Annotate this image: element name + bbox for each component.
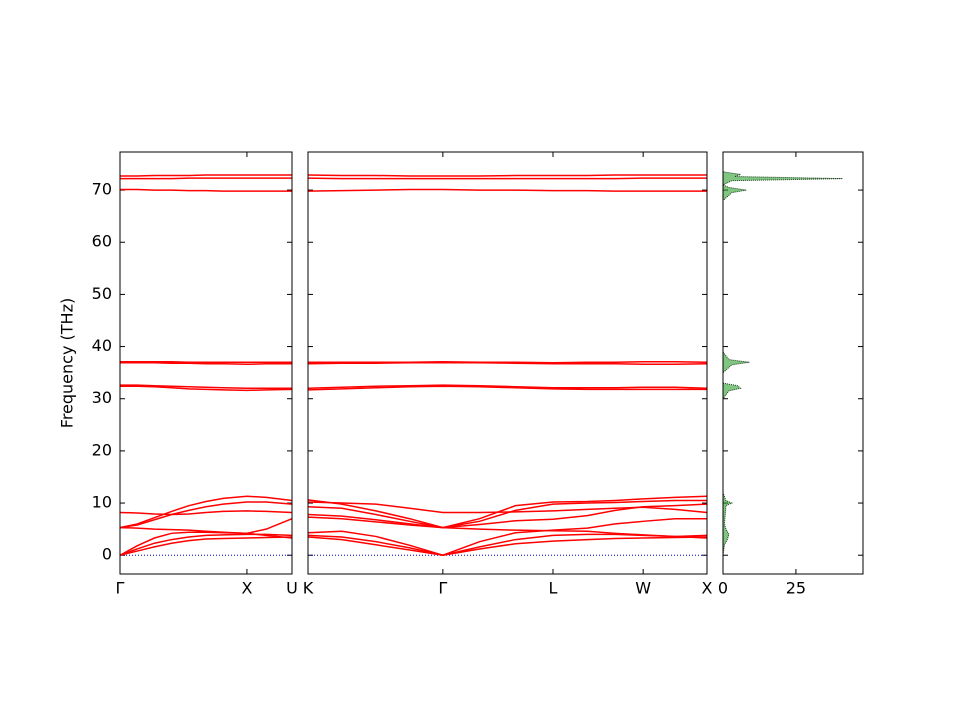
band-line bbox=[119, 526, 293, 539]
band-line bbox=[119, 536, 293, 556]
band-line bbox=[307, 177, 707, 180]
band-line bbox=[120, 360, 292, 363]
x-tick-label: X bbox=[241, 579, 252, 598]
band-line bbox=[307, 536, 708, 556]
y-tick-label: 70 bbox=[92, 180, 112, 199]
band-line bbox=[307, 174, 707, 177]
band-line bbox=[307, 501, 708, 514]
band-line bbox=[120, 384, 292, 390]
x-tick-label: L bbox=[549, 579, 558, 598]
x-tick-label: Γ bbox=[438, 579, 447, 598]
band-line bbox=[119, 518, 293, 556]
y-tick-label: 50 bbox=[92, 284, 112, 303]
x-tick-label: 0 bbox=[718, 579, 728, 598]
band-line bbox=[119, 510, 293, 516]
band-line bbox=[307, 384, 708, 390]
band-line bbox=[307, 188, 707, 192]
band-line bbox=[120, 188, 292, 192]
band-line bbox=[307, 495, 708, 529]
y-tick-label: 20 bbox=[92, 440, 112, 459]
band-line bbox=[307, 516, 708, 539]
x-tick-label: U bbox=[286, 579, 298, 598]
dos-line bbox=[721, 153, 843, 556]
band-line bbox=[120, 385, 293, 392]
x-tick-label: W bbox=[635, 579, 651, 598]
y-axis-label: Frequency (THz) bbox=[58, 298, 77, 428]
axes-frame bbox=[119, 151, 293, 575]
band-line bbox=[119, 495, 293, 529]
x-tick-label: K bbox=[303, 579, 314, 598]
band-line bbox=[307, 385, 707, 391]
axes-frame bbox=[307, 151, 708, 575]
x-tick-label: X bbox=[702, 579, 713, 598]
axes-frame bbox=[722, 151, 864, 575]
y-tick-label: 0 bbox=[102, 545, 112, 564]
band-line bbox=[307, 517, 707, 557]
band-line bbox=[307, 499, 707, 529]
band-line bbox=[308, 360, 708, 364]
band-line bbox=[307, 361, 708, 366]
y-tick-label: 10 bbox=[92, 493, 112, 512]
band-line bbox=[120, 174, 292, 177]
y-tick-label: 60 bbox=[92, 232, 112, 251]
y-tick-label: 30 bbox=[92, 388, 112, 407]
y-tick-label: 40 bbox=[92, 336, 112, 355]
band-line bbox=[120, 177, 292, 180]
x-tick-label: 25 bbox=[786, 579, 806, 598]
band-line bbox=[119, 501, 293, 529]
band-line bbox=[120, 361, 292, 366]
x-tick-label: Γ bbox=[116, 579, 125, 598]
